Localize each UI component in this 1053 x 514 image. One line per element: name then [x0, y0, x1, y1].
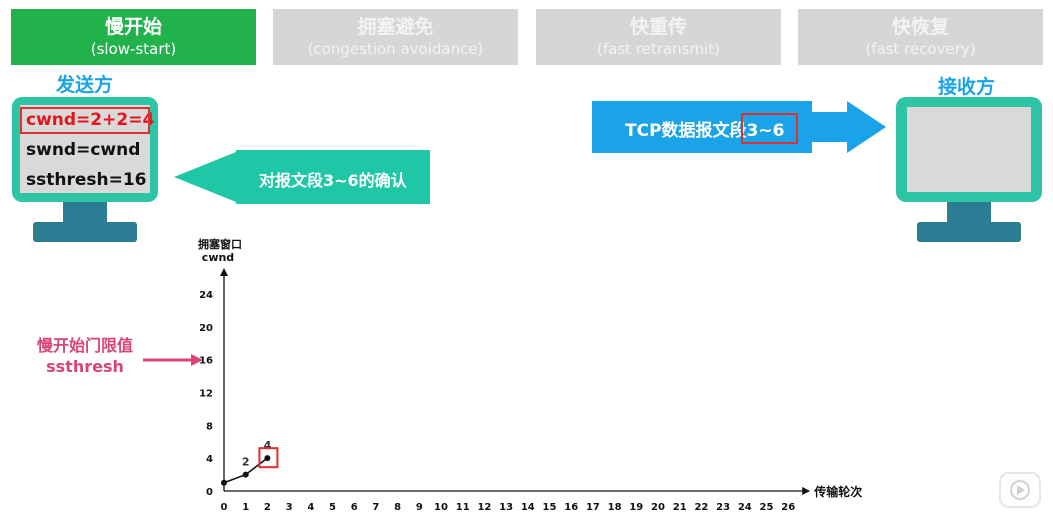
ack-label: 对报文段3~6的确认	[259, 171, 407, 190]
tab-title: 拥塞避免	[357, 16, 434, 38]
tab-fast-retransmit[interactable]: 快重传 (fast retransmit)	[536, 9, 781, 65]
ssthresh-pointer-arrow	[143, 354, 203, 366]
x-tick-label: 18	[608, 502, 622, 513]
y-axis-label: 拥塞窗口	[198, 237, 242, 251]
swnd-value: swnd=cwnd	[26, 140, 141, 160]
sender-label: 发送方	[56, 74, 114, 96]
play-icon	[1010, 480, 1030, 500]
x-tick-label: 0	[221, 502, 228, 513]
highlight-box	[258, 447, 279, 469]
x-tick-label: 14	[521, 502, 535, 513]
x-tick-label: 19	[629, 502, 643, 513]
x-tick-label: 21	[673, 502, 687, 513]
x-tick-label: 23	[716, 502, 730, 513]
y-tick-label: 12	[199, 389, 213, 400]
y-axis-arrowhead	[220, 268, 228, 276]
x-tick-label: 11	[456, 502, 470, 513]
tab-subtitle: (congestion avoidance)	[307, 40, 484, 58]
x-tick-label: 4	[307, 502, 314, 513]
receiver-monitor-base	[917, 222, 1021, 242]
x-tick-label: 26	[781, 502, 795, 513]
ssthresh-annotation-symbol: ssthresh	[46, 357, 124, 376]
x-tick-label: 12	[477, 502, 491, 513]
x-tick-label: 13	[499, 502, 513, 513]
y-tick-label: 16	[199, 356, 213, 367]
data-point	[264, 455, 271, 462]
segment-arrow	[592, 101, 886, 153]
cwnd-highlight	[20, 107, 150, 134]
x-tick-label: 1	[242, 502, 249, 513]
data-point	[242, 471, 249, 478]
y-tick-label: 24	[199, 290, 213, 301]
ssthresh-annotation-title: 慢开始门限值	[36, 336, 133, 355]
tab-fast-recovery[interactable]: 快恢复 (fast recovery)	[798, 9, 1043, 65]
receiver-label: 接收方	[938, 76, 996, 98]
sender-screen	[20, 105, 150, 193]
y-tick-label: 0	[206, 487, 213, 498]
y-axis-unit-label: cwnd	[202, 251, 234, 264]
data-label: 4	[264, 439, 272, 452]
x-axis-arrowhead	[802, 487, 811, 495]
tab-slow-start[interactable]: 慢开始 (slow-start)	[11, 9, 256, 65]
ack-arrow	[174, 150, 430, 204]
tab-subtitle: (slow-start)	[90, 40, 177, 58]
segment-label: TCP数据报文段3~6	[625, 121, 785, 141]
sender-monitor-stand	[63, 202, 107, 224]
receiver-screen	[907, 107, 1031, 192]
tab-title: 快重传	[629, 16, 687, 38]
data-point	[221, 479, 227, 486]
x-tick-label: 24	[738, 502, 752, 513]
ssthresh-value: ssthresh=16	[26, 170, 147, 190]
tab-subtitle: (fast recovery)	[865, 40, 976, 58]
x-tick-label: 16	[564, 502, 578, 513]
x-tick-label: 2	[264, 502, 271, 513]
tab-title: 慢开始	[104, 16, 162, 38]
cwnd-value: cwnd=2+2=4	[26, 110, 155, 130]
data-label: 2	[242, 456, 250, 469]
play-button[interactable]	[999, 472, 1041, 508]
x-tick-label: 9	[416, 502, 423, 513]
x-tick-label: 15	[543, 502, 557, 513]
x-axis-label: 传输轮次	[813, 484, 862, 499]
tab-title: 快恢复	[891, 16, 949, 38]
x-tick-label: 8	[394, 502, 401, 513]
x-tick-label: 5	[329, 502, 336, 513]
receiver-monitor-stand	[947, 202, 991, 224]
segment-range-highlight	[741, 113, 798, 144]
y-tick-label: 20	[199, 323, 213, 334]
y-tick-label: 4	[206, 454, 213, 465]
x-tick-label: 22	[694, 502, 708, 513]
y-tick-label: 8	[206, 421, 213, 432]
x-tick-label: 20	[651, 502, 665, 513]
sender-monitor-base	[33, 222, 137, 242]
x-tick-label: 25	[760, 502, 774, 513]
x-tick-label: 10	[434, 502, 448, 513]
tab-subtitle: (fast retransmit)	[597, 40, 720, 58]
ssthresh-annotation: 慢开始门限值 ssthresh	[30, 335, 140, 377]
x-tick-label: 6	[351, 502, 358, 513]
x-tick-label: 3	[286, 502, 293, 513]
x-tick-label: 7	[372, 502, 379, 513]
tab-congestion-avoidance[interactable]: 拥塞避免 (congestion avoidance)	[273, 9, 518, 65]
x-tick-label: 17	[586, 502, 600, 513]
